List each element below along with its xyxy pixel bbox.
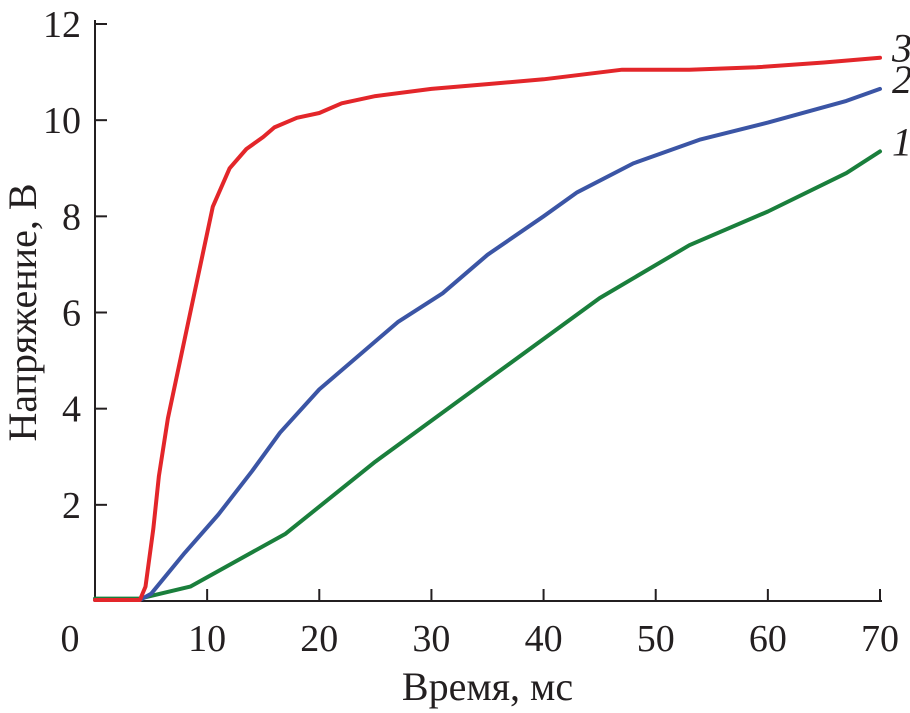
series-line-3: [93, 55, 882, 602]
series-label-3: 3: [891, 26, 910, 71]
series-line-1: [93, 149, 882, 601]
x-tick-label: 20: [300, 618, 338, 660]
x-tick-label: 30: [412, 618, 450, 660]
x-tick-label: 50: [637, 618, 675, 660]
series-label-1: 1: [892, 119, 910, 164]
series-labels: 1 23: [891, 26, 910, 165]
axes: 0 10 20 30 40 50 60 70 2 4 6 8 10 12: [43, 4, 899, 660]
y-tick-label: 8: [62, 196, 81, 238]
series-group: [93, 55, 882, 602]
x-tick-label: 60: [749, 618, 787, 660]
y-tick-label: 4: [62, 389, 81, 431]
x-tick-label: 10: [188, 618, 226, 660]
x-axis-title: Время, мс: [402, 664, 573, 709]
y-tick-label: 10: [43, 100, 81, 142]
y-tick-label: 6: [62, 293, 81, 335]
x-tick-label: 70: [861, 618, 899, 660]
series-label-2: 2: [892, 57, 910, 102]
x-tick-label: 0: [61, 618, 80, 660]
x-tick-label: 40: [525, 618, 563, 660]
y-tick-label: 12: [43, 4, 81, 46]
y-tick-label: 2: [62, 485, 81, 527]
y-axis-title: Напряжение, В: [0, 183, 45, 441]
series-line-2: [93, 86, 882, 602]
